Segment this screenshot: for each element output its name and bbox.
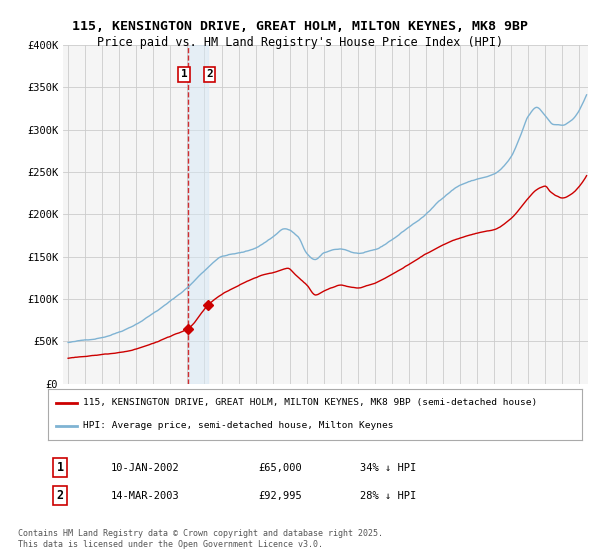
Text: 2: 2 xyxy=(56,489,64,502)
Text: 1: 1 xyxy=(181,69,187,80)
Text: Contains HM Land Registry data © Crown copyright and database right 2025.
This d: Contains HM Land Registry data © Crown c… xyxy=(18,529,383,549)
Text: Price paid vs. HM Land Registry's House Price Index (HPI): Price paid vs. HM Land Registry's House … xyxy=(97,36,503,49)
Text: 115, KENSINGTON DRIVE, GREAT HOLM, MILTON KEYNES, MK8 9BP: 115, KENSINGTON DRIVE, GREAT HOLM, MILTO… xyxy=(72,20,528,32)
Text: 10-JAN-2002: 10-JAN-2002 xyxy=(111,463,180,473)
Text: 1: 1 xyxy=(56,461,64,474)
Text: 115, KENSINGTON DRIVE, GREAT HOLM, MILTON KEYNES, MK8 9BP (semi-detached house): 115, KENSINGTON DRIVE, GREAT HOLM, MILTO… xyxy=(83,398,537,407)
Text: 2: 2 xyxy=(206,69,213,80)
Text: HPI: Average price, semi-detached house, Milton Keynes: HPI: Average price, semi-detached house,… xyxy=(83,422,393,431)
Text: 34% ↓ HPI: 34% ↓ HPI xyxy=(360,463,416,473)
Text: 28% ↓ HPI: 28% ↓ HPI xyxy=(360,491,416,501)
Text: 14-MAR-2003: 14-MAR-2003 xyxy=(111,491,180,501)
Bar xyxy=(188,45,208,384)
Text: £65,000: £65,000 xyxy=(258,463,302,473)
Text: £92,995: £92,995 xyxy=(258,491,302,501)
